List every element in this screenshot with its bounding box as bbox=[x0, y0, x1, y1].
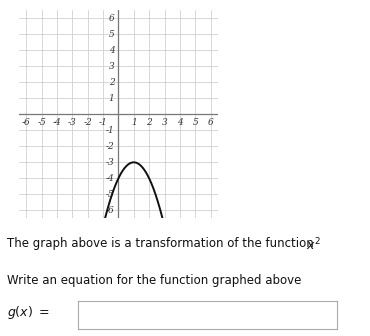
Text: Write an equation for the function graphed above: Write an equation for the function graph… bbox=[7, 274, 302, 287]
Text: 6: 6 bbox=[109, 13, 115, 23]
Text: -1: -1 bbox=[106, 126, 115, 135]
Text: 5: 5 bbox=[109, 30, 115, 39]
Text: -6: -6 bbox=[22, 118, 31, 127]
Text: -3: -3 bbox=[68, 118, 77, 127]
Text: 1: 1 bbox=[131, 118, 137, 127]
Text: -1: -1 bbox=[99, 118, 107, 127]
Text: -2: -2 bbox=[83, 118, 92, 127]
Text: -3: -3 bbox=[106, 158, 115, 167]
Text: 1: 1 bbox=[109, 94, 115, 103]
Text: -5: -5 bbox=[37, 118, 46, 127]
Text: $x^2$: $x^2$ bbox=[306, 237, 321, 253]
Text: 4: 4 bbox=[109, 46, 115, 55]
Text: 5: 5 bbox=[192, 118, 198, 127]
Text: 3: 3 bbox=[162, 118, 167, 127]
Text: -4: -4 bbox=[53, 118, 61, 127]
Text: 6: 6 bbox=[208, 118, 213, 127]
Text: The graph above is a transformation of the function: The graph above is a transformation of t… bbox=[7, 237, 318, 250]
Text: -4: -4 bbox=[106, 174, 115, 183]
Text: -5: -5 bbox=[106, 190, 115, 199]
Text: -2: -2 bbox=[106, 142, 115, 151]
Text: 4: 4 bbox=[177, 118, 183, 127]
Text: 2: 2 bbox=[109, 78, 115, 87]
Text: 3: 3 bbox=[109, 62, 115, 71]
Text: -6: -6 bbox=[106, 206, 115, 215]
Text: 2: 2 bbox=[146, 118, 152, 127]
Text: $g(x)\ =$: $g(x)\ =$ bbox=[7, 304, 50, 321]
